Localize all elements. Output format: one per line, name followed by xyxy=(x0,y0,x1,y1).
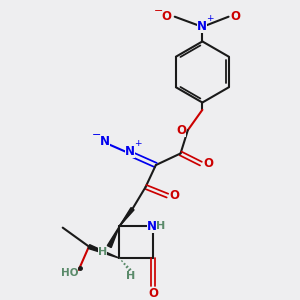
Text: O: O xyxy=(162,10,172,23)
Text: H: H xyxy=(98,247,107,257)
Text: N: N xyxy=(125,145,135,158)
Text: O: O xyxy=(231,10,241,23)
Polygon shape xyxy=(88,244,119,258)
Polygon shape xyxy=(119,208,134,226)
Text: N: N xyxy=(147,220,157,233)
Text: H: H xyxy=(156,221,166,231)
Text: O: O xyxy=(203,157,213,170)
Text: H: H xyxy=(127,271,136,281)
Text: N: N xyxy=(100,135,110,148)
Text: HO: HO xyxy=(61,268,78,278)
Text: O: O xyxy=(148,286,158,300)
Text: +: + xyxy=(206,14,213,23)
Text: N: N xyxy=(197,20,207,33)
Polygon shape xyxy=(107,226,119,247)
Text: O: O xyxy=(170,189,180,202)
Text: −: − xyxy=(92,130,101,140)
Text: O: O xyxy=(176,124,186,137)
Text: −: − xyxy=(154,7,164,16)
Text: +: + xyxy=(134,139,142,148)
